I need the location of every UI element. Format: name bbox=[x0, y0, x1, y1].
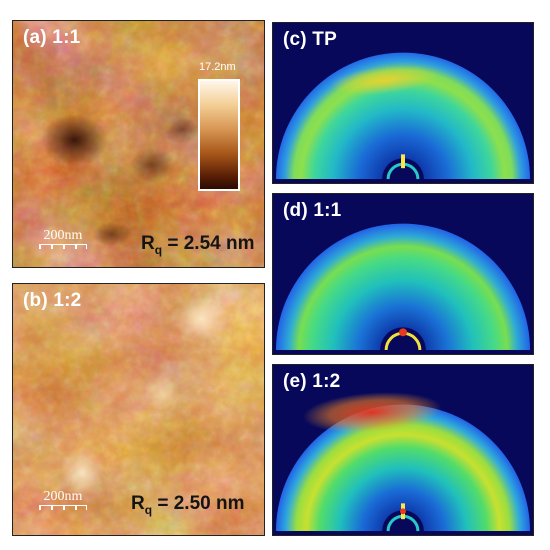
panel-label-e: (e) 1:2 bbox=[283, 371, 341, 392]
giwaxs-pattern-e bbox=[273, 365, 533, 535]
giwaxs-pattern-d bbox=[273, 194, 533, 354]
afm-image-b bbox=[13, 284, 264, 535]
scalebar-label-a: 200nm bbox=[43, 228, 83, 243]
giwaxs-panel-c: (c) TP bbox=[272, 22, 534, 184]
panel-label-c: (c) TP bbox=[283, 29, 337, 50]
colorbar bbox=[198, 79, 240, 191]
panel-label-a: (a) 1:1 bbox=[23, 27, 81, 48]
afm-panel-b: (b) 1:2 200nm Rq = 2.50 nm bbox=[12, 283, 265, 536]
giwaxs-panel-e: (e) 1:2 bbox=[272, 364, 534, 536]
giwaxs-panel-d: (d) 1:1 bbox=[272, 193, 534, 355]
roughness-label-b: Rq = 2.50 nm bbox=[131, 493, 245, 517]
colorbar-max-label: 17.2nm bbox=[199, 61, 236, 73]
giwaxs-pattern-c bbox=[273, 23, 533, 183]
afm-panel-a: (a) 1:1 17.2nm 200nm Rq = 2.54 nm bbox=[12, 20, 265, 268]
panel-label-d: (d) 1:1 bbox=[283, 200, 342, 221]
scalebar-b: 200nm bbox=[39, 490, 87, 512]
scalebar-a: 200nm bbox=[39, 229, 87, 251]
roughness-label-a: Rq = 2.54 nm bbox=[141, 233, 255, 257]
scalebar-label-b: 200nm bbox=[43, 489, 83, 504]
panel-label-b: (b) 1:2 bbox=[23, 290, 82, 311]
